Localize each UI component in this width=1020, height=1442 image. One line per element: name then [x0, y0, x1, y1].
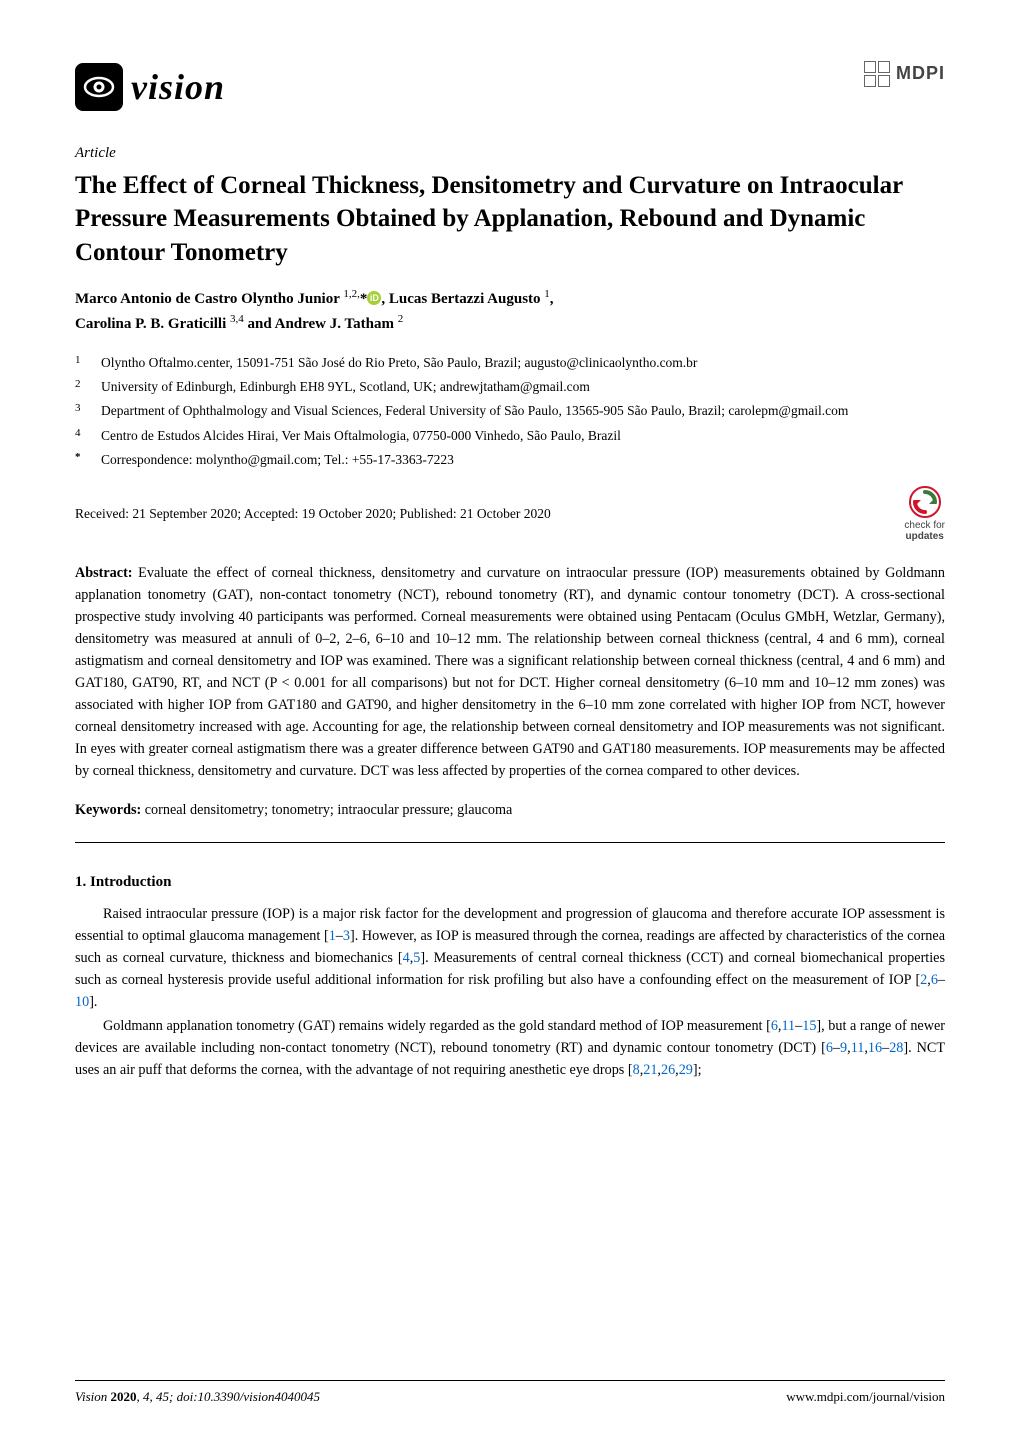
affiliation-1: 1 Olyntho Oftalmo.center, 15091-751 São …	[75, 352, 945, 374]
p2-text-d: ];	[693, 1062, 702, 1078]
journal-logo-block: vision	[75, 60, 225, 114]
author-4: and Andrew J. Tatham	[244, 316, 398, 332]
check-updates-label: check for updates	[904, 520, 945, 542]
aff-text-1: Olyntho Oftalmo.center, 15091-751 São Jo…	[101, 352, 697, 374]
check-updates-badge[interactable]: check for updates	[904, 486, 945, 542]
aff-text-corr: Correspondence: molyntho@gmail.com; Tel.…	[101, 449, 454, 471]
ref-link-15[interactable]: 15	[802, 1018, 816, 1034]
header: vision MDPI	[75, 60, 945, 114]
check-updates-line1: check for	[904, 520, 945, 531]
ref-link-16[interactable]: 16	[868, 1040, 882, 1056]
ref-link-28[interactable]: 28	[889, 1040, 903, 1056]
intro-paragraph-2: Goldmann applanation tonometry (GAT) rem…	[75, 1015, 945, 1081]
footer-journal: Vision	[75, 1389, 111, 1404]
aff-text-2: University of Edinburgh, Edinburgh EH8 9…	[101, 376, 590, 398]
correspondence: * Correspondence: molyntho@gmail.com; Te…	[75, 449, 945, 471]
author-2-sup: 1	[544, 288, 550, 300]
page-footer: Vision 2020, 4, 45; doi:10.3390/vision40…	[75, 1380, 945, 1407]
check-updates-line2: updates	[906, 531, 944, 542]
ref-link-3[interactable]: 3	[343, 928, 350, 944]
affiliations: 1 Olyntho Oftalmo.center, 15091-751 São …	[75, 352, 945, 471]
abstract-label: Abstract:	[75, 565, 133, 581]
affiliation-2: 2 University of Edinburgh, Edinburgh EH8…	[75, 376, 945, 398]
author-2: , Lucas Bertazzi Augusto	[381, 291, 544, 307]
author-3: Carolina P. B. Graticilli	[75, 316, 230, 332]
ref-link-26[interactable]: 26	[661, 1062, 675, 1078]
author-1-sup: 1,2,	[343, 288, 360, 300]
keywords-block: Keywords: corneal densitometry; tonometr…	[75, 800, 945, 821]
dash: –	[336, 928, 343, 944]
ref-link-8[interactable]: 8	[633, 1062, 640, 1078]
keywords-label: Keywords:	[75, 802, 141, 818]
dash: –	[938, 972, 945, 988]
eye-icon	[81, 69, 117, 105]
article-type: Article	[75, 142, 945, 165]
article-title: The Effect of Corneal Thickness, Densito…	[75, 169, 945, 270]
journal-name: vision	[131, 60, 225, 114]
aff-num-4: 4	[75, 427, 81, 439]
ref-link-29[interactable]: 29	[679, 1062, 693, 1078]
introduction-body: Raised intraocular pressure (IOP) is a m…	[75, 903, 945, 1081]
author-1: Marco Antonio de Castro Olyntho Junior	[75, 291, 343, 307]
ref-link-6c[interactable]: 6	[826, 1040, 833, 1056]
aff-num-3: 3	[75, 402, 81, 414]
footer-left: Vision 2020, 4, 45; doi:10.3390/vision40…	[75, 1387, 320, 1407]
ref-link-4[interactable]: 4	[403, 950, 410, 966]
intro-paragraph-1: Raised intraocular pressure (IOP) is a m…	[75, 903, 945, 1013]
orcid-icon[interactable]: iD	[367, 291, 381, 305]
footer-year: 2020	[111, 1389, 137, 1404]
ref-link-11[interactable]: 11	[781, 1018, 795, 1034]
ref-link-6[interactable]: 6	[931, 972, 938, 988]
ref-link-10[interactable]: 10	[75, 994, 89, 1010]
ref-link-21[interactable]: 21	[643, 1062, 657, 1078]
dash: –	[833, 1040, 840, 1056]
author-4-sup: 2	[398, 313, 404, 325]
dates-row: Received: 21 September 2020; Accepted: 1…	[75, 486, 945, 542]
aff-text-3: Department of Ophthalmology and Visual S…	[101, 400, 848, 422]
ref-link-11b[interactable]: 11	[851, 1040, 865, 1056]
abstract-block: Abstract: Evaluate the effect of corneal…	[75, 562, 945, 782]
abstract-text: Evaluate the effect of corneal thickness…	[75, 565, 945, 779]
aff-text-4: Centro de Estudos Alcides Hirai, Ver Mai…	[101, 425, 621, 447]
aff-num-2: 2	[75, 378, 81, 390]
author-3-sup: 3,4	[230, 313, 244, 325]
section-divider	[75, 842, 945, 843]
aff-num-1: 1	[75, 354, 81, 366]
check-updates-icon	[909, 486, 941, 518]
section-1-heading: 1. Introduction	[75, 871, 945, 894]
affiliation-3: 3 Department of Ophthalmology and Visual…	[75, 400, 945, 422]
authors: Marco Antonio de Castro Olyntho Junior 1…	[75, 286, 945, 336]
publication-dates: Received: 21 September 2020; Accepted: 1…	[75, 504, 551, 524]
mdpi-grid-icon	[864, 61, 890, 87]
keywords-text: corneal densitometry; tonometry; intraoc…	[141, 802, 512, 818]
ref-link-6b[interactable]: 6	[771, 1018, 778, 1034]
publisher-logo: MDPI	[864, 60, 945, 87]
footer-doi: , 4, 45; doi:10.3390/vision4040045	[137, 1389, 320, 1404]
p2-text-a: Goldmann applanation tonometry (GAT) rem…	[103, 1018, 771, 1034]
publisher-name: MDPI	[896, 60, 945, 87]
journal-logo-icon	[75, 63, 123, 111]
ref-link-1[interactable]: 1	[329, 928, 336, 944]
affiliation-4: 4 Centro de Estudos Alcides Hirai, Ver M…	[75, 425, 945, 447]
footer-right[interactable]: www.mdpi.com/journal/vision	[786, 1387, 945, 1407]
p1-text-d: ].	[89, 994, 97, 1010]
aff-num-corr: *	[75, 451, 81, 463]
